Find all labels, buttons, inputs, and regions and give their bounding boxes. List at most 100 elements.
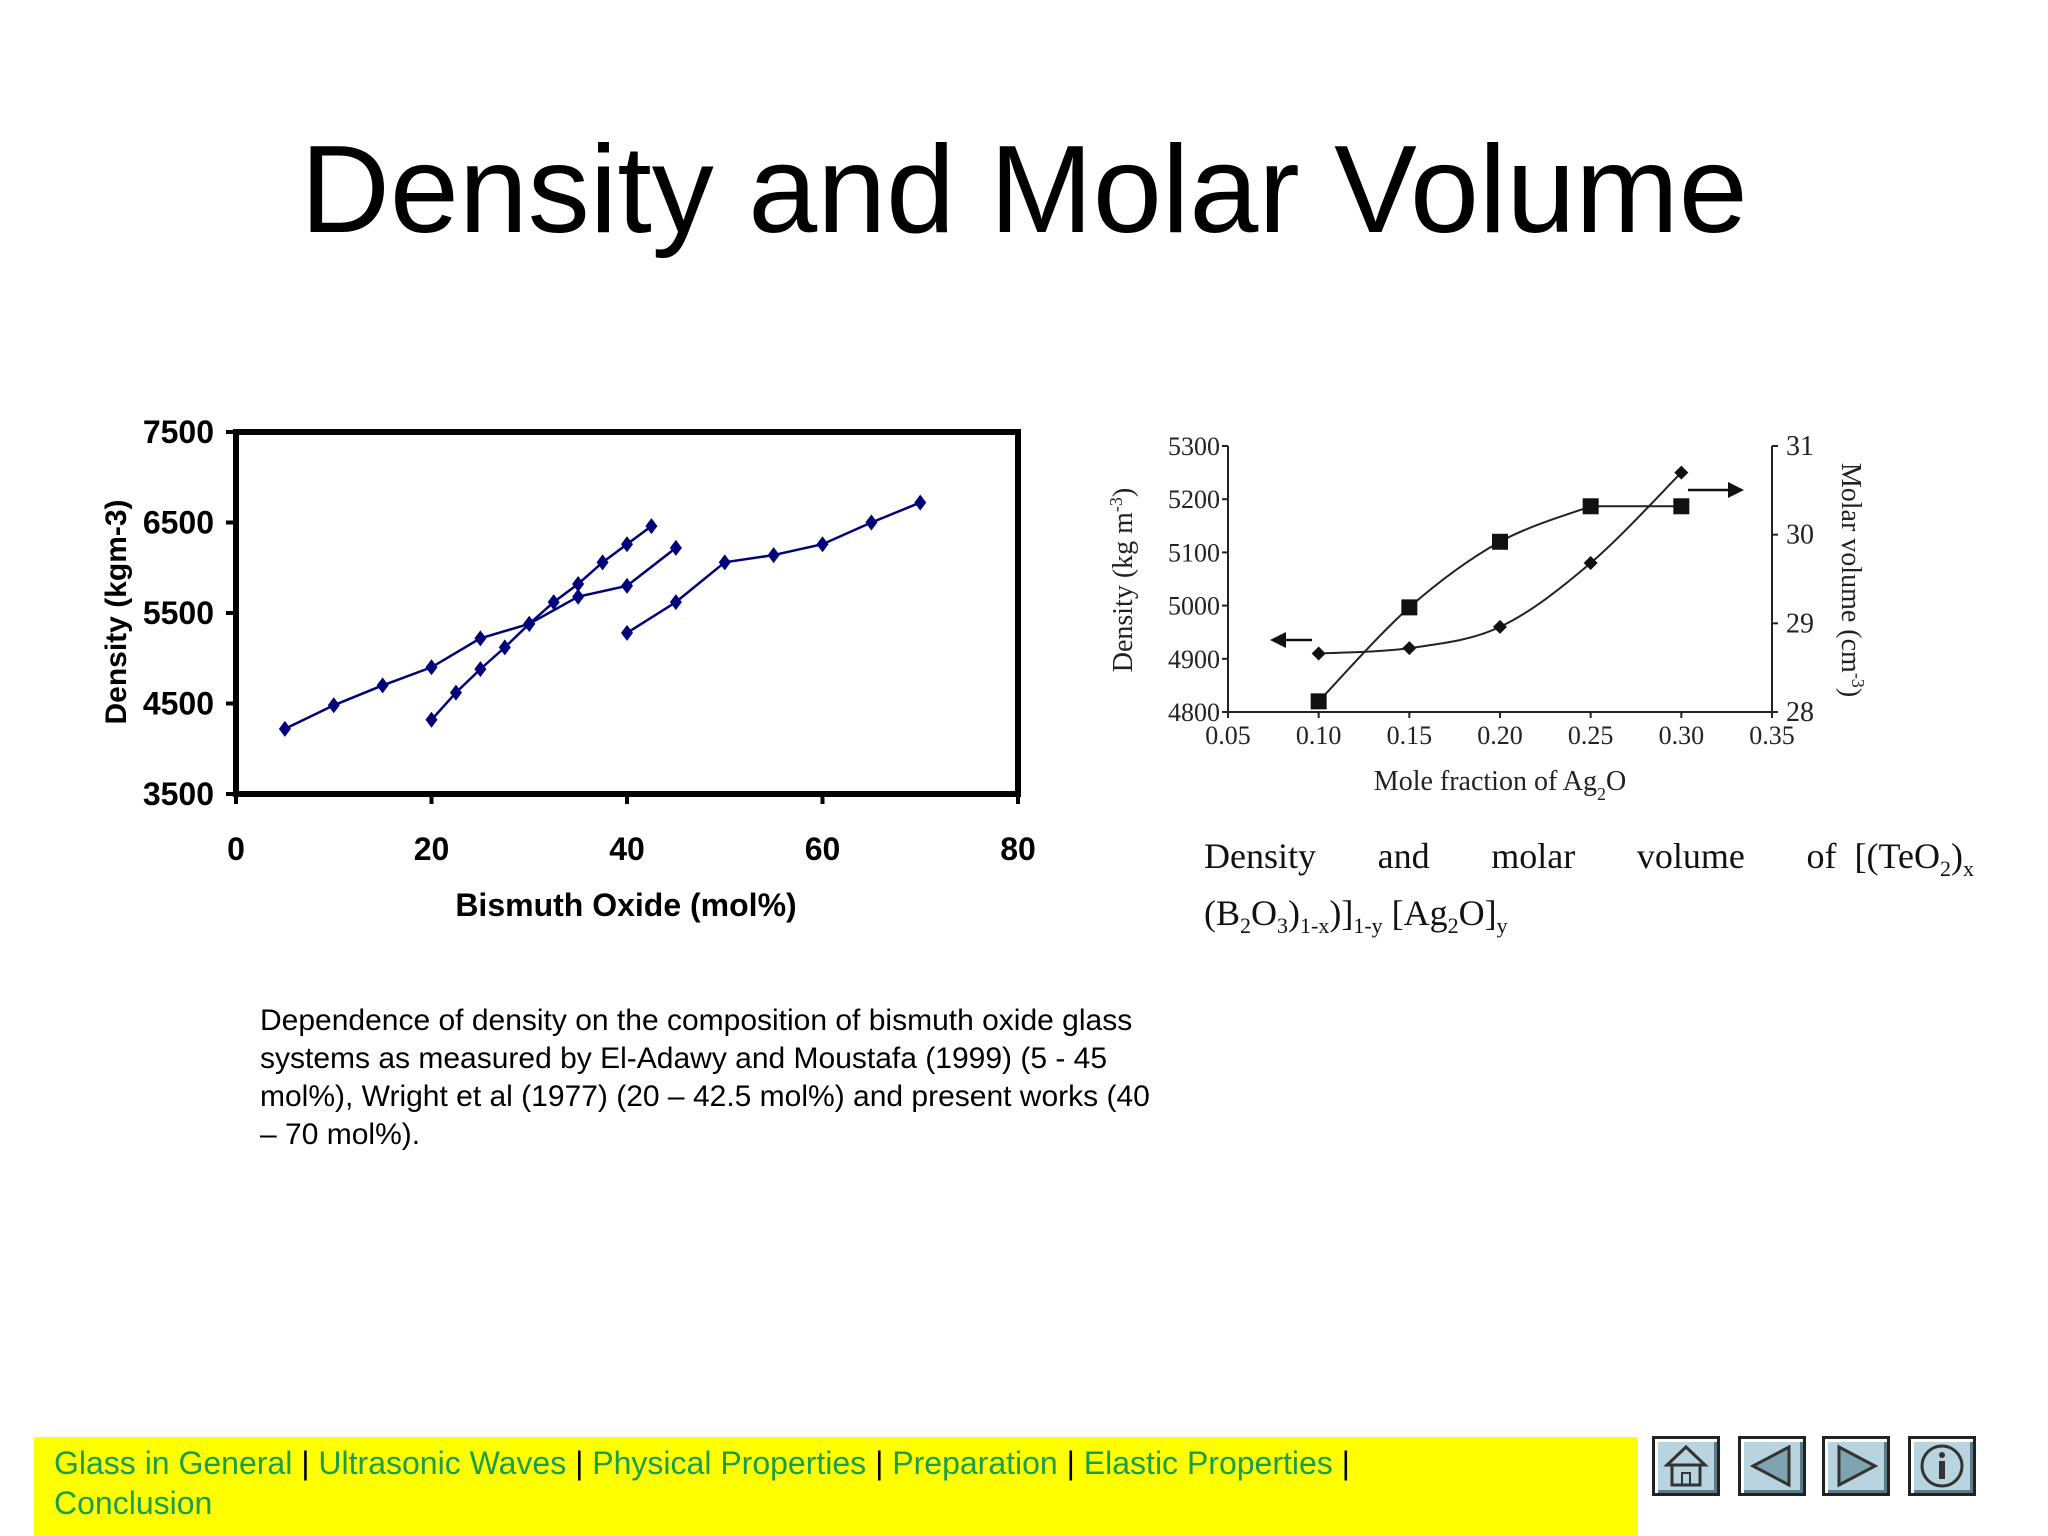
ag2o-density-molar-volume-chart: 5300 5200 5100 5000 4900 4800 31 30 29 28 0.05 0.… — [1106, 431, 1868, 804]
left-x-tick-label: 80 — [1000, 831, 1036, 867]
left-data-point — [816, 536, 829, 553]
left-data-point — [718, 554, 731, 571]
caption-word: Density — [1204, 836, 1316, 876]
right-chart-y-tick-label: 4900 — [1168, 645, 1220, 674]
left-data-point — [596, 554, 609, 571]
arrow-left-indicator — [1270, 632, 1312, 648]
right-chart-diamond-point — [1311, 646, 1326, 661]
right-chart-y-axis-label: Density (kg m-3) — [1106, 488, 1139, 673]
left-chart-caption: Dependence of density on the composition… — [260, 1004, 1150, 1151]
caption-word: and — [1377, 836, 1430, 876]
caption-word: volume — [1636, 836, 1745, 876]
left-data-point — [669, 539, 682, 556]
arrow-right-indicator — [1688, 482, 1744, 498]
left-data-point — [449, 684, 462, 701]
left-data-point — [914, 494, 927, 511]
left-data-point — [278, 720, 291, 737]
left-data-point — [547, 594, 560, 611]
left-data-point — [474, 661, 487, 678]
right-chart-y-tick-label: 5100 — [1168, 538, 1220, 567]
navigation-bar: Glass in General | Ultrasonic Waves | Ph… — [34, 1437, 1638, 1536]
left-chart-y-axis-label: Density (kgm-3) — [100, 499, 133, 724]
left-data-point — [474, 630, 487, 647]
nav-link-conclusion[interactable]: Conclusion — [54, 1485, 213, 1521]
left-data-point — [376, 677, 389, 694]
right-chart-square-point — [1310, 693, 1327, 710]
right-chart-right-tick-label: 28 — [1786, 697, 1814, 728]
right-chart-right-y-axis-label: Molar volume (cm-3) — [1835, 463, 1868, 697]
right-chart-square-point — [1673, 498, 1690, 515]
right-chart-y-tick-label: 5000 — [1168, 592, 1220, 621]
left-series-line-2 — [430, 525, 653, 721]
right-chart-x-tick-label: 0.05 — [1205, 721, 1251, 750]
right-chart-molar-volume-line — [1317, 505, 1592, 703]
nav-separator: | — [875, 1445, 884, 1481]
left-data-point — [669, 594, 682, 611]
right-chart-y-tick-label: 5200 — [1168, 485, 1220, 514]
left-chart-x-axis-label: Bismuth Oxide (mol%) — [455, 887, 796, 923]
left-data-point — [523, 615, 536, 632]
right-chart-right-tick-label: 30 — [1786, 520, 1814, 551]
left-data-point — [425, 711, 438, 728]
caption-formula-line2: (B2O3)1-x)]1-y [Ag2O]y — [1204, 893, 1508, 939]
right-chart-square-point — [1582, 498, 1599, 515]
left-x-tick-label: 20 — [414, 831, 450, 867]
right-chart-diamond-point — [1583, 556, 1598, 571]
right-chart-y-tick-label: 4800 — [1168, 698, 1220, 727]
slide-title: Density and Molar Volume — [300, 121, 1748, 259]
left-data-point — [621, 536, 633, 553]
right-chart-x-tick-label: 0.10 — [1296, 721, 1342, 750]
right-chart-x-tick-label: 0.15 — [1387, 721, 1433, 750]
nav-link-ultrasonic-waves[interactable]: Ultrasonic Waves — [318, 1445, 567, 1481]
nav-separator: | — [1341, 1445, 1350, 1481]
right-chart-square-point — [1401, 599, 1418, 616]
home-button[interactable] — [1652, 1436, 1720, 1496]
left-x-tick-label: 60 — [805, 831, 841, 867]
previous-arrow-icon — [1749, 1444, 1791, 1488]
right-chart-y-tick-label: 5300 — [1168, 432, 1220, 461]
nav-link-physical-properties[interactable]: Physical Properties — [592, 1445, 867, 1481]
left-data-point — [767, 547, 780, 564]
right-chart-diamond-point — [1493, 619, 1507, 634]
right-chart-right-tick-label: 29 — [1786, 608, 1814, 639]
nav-separator: | — [575, 1445, 584, 1481]
right-chart-caption: Density and molar volume of [(TeO2)x (B2… — [1204, 834, 1974, 948]
left-data-point — [621, 624, 633, 641]
info-icon — [1920, 1444, 1964, 1488]
right-chart-square-point — [1492, 533, 1508, 550]
right-chart-x-tick-label: 0.25 — [1568, 721, 1614, 750]
left-y-tick-label: 3500 — [143, 776, 214, 812]
right-chart-right-tick-label: 31 — [1786, 431, 1814, 462]
left-data-point — [645, 518, 658, 535]
info-button[interactable] — [1908, 1436, 1976, 1496]
nav-link-elastic-properties[interactable]: Elastic Properties — [1083, 1445, 1333, 1481]
right-chart-x-tick-label: 0.20 — [1477, 721, 1523, 750]
previous-slide-button[interactable] — [1738, 1436, 1806, 1496]
left-y-tick-label: 5500 — [143, 595, 214, 631]
left-data-point — [865, 514, 878, 531]
left-data-point — [425, 659, 438, 676]
left-data-point — [621, 577, 633, 594]
left-x-tick-label: 0 — [227, 831, 245, 867]
right-chart-diamond-point — [1674, 465, 1689, 480]
next-slide-button[interactable] — [1822, 1436, 1890, 1496]
home-icon — [1663, 1444, 1709, 1487]
bismuth-density-chart: 7500 6500 5500 4500 3500 0 20 40 60 80 Density (… — [100, 414, 1036, 923]
left-y-tick-label: 4500 — [143, 686, 214, 722]
right-chart-x-axis-label: Mole fraction of Ag2O — [1374, 766, 1626, 804]
left-data-point — [572, 576, 585, 593]
nav-separator: | — [1066, 1445, 1075, 1481]
caption-formula-start: of [(TeO2)x — [1806, 836, 1974, 882]
right-chart-diamond-point — [1402, 641, 1417, 656]
nav-link-glass-in-general[interactable]: Glass in General — [54, 1445, 293, 1481]
next-arrow-icon — [1837, 1444, 1879, 1488]
left-x-tick-label: 40 — [609, 831, 645, 867]
left-data-point — [498, 639, 511, 656]
nav-separator: | — [301, 1445, 310, 1481]
nav-link-preparation[interactable]: Preparation — [892, 1445, 1058, 1481]
left-data-point — [572, 588, 585, 605]
caption-word: molar — [1491, 836, 1576, 876]
left-data-point — [327, 697, 340, 714]
right-chart-x-tick-label: 0.30 — [1659, 721, 1705, 750]
left-y-tick-label: 7500 — [143, 414, 214, 450]
